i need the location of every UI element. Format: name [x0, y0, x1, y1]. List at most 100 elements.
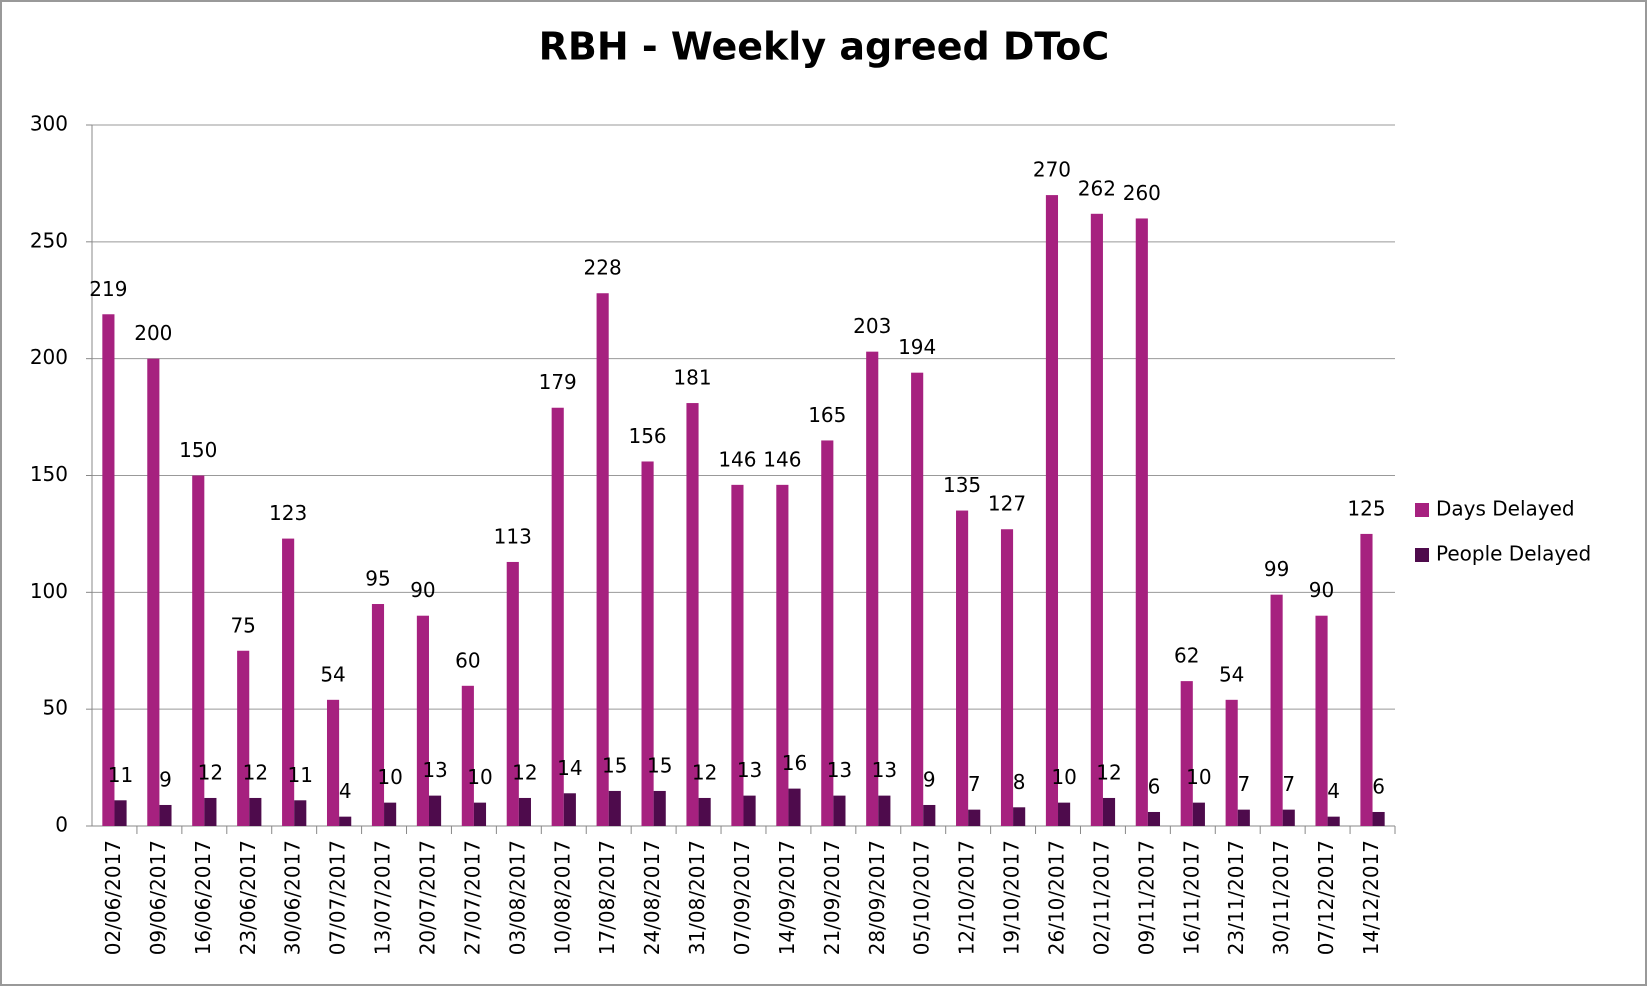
- bar: [473, 802, 487, 826]
- data-label: 10: [467, 765, 492, 789]
- data-label: 12: [198, 760, 223, 784]
- bar: [192, 475, 205, 826]
- bar: [371, 604, 385, 826]
- bar: [1000, 529, 1014, 826]
- data-label: 13: [737, 758, 762, 782]
- bar: [1360, 533, 1373, 826]
- bar: [596, 293, 609, 826]
- legend-swatch: [1415, 503, 1429, 517]
- x-tick-label: 05/10/2017: [910, 840, 934, 955]
- bar: [159, 804, 172, 826]
- bar: [102, 314, 115, 826]
- bar: [384, 802, 397, 826]
- x-tick-label: 21/09/2017: [820, 840, 844, 955]
- x-tick-label: 07/09/2017: [730, 840, 754, 955]
- x-tick-label: 27/07/2017: [460, 840, 484, 955]
- bar: [326, 699, 340, 826]
- bar: [923, 804, 936, 826]
- x-tick-label: 14/12/2017: [1359, 840, 1383, 955]
- data-label: 75: [230, 613, 255, 637]
- data-label: 8: [1013, 770, 1026, 794]
- data-label: 13: [872, 758, 897, 782]
- data-label: 127: [988, 492, 1026, 516]
- data-label: 7: [968, 772, 981, 796]
- y-tick-label: 300: [30, 112, 68, 136]
- x-tick-label: 28/09/2017: [865, 840, 889, 955]
- bar: [1090, 213, 1103, 826]
- data-label: 10: [1186, 765, 1211, 789]
- data-label: 13: [827, 758, 852, 782]
- bar: [506, 561, 519, 826]
- bar: [821, 440, 834, 826]
- bar: [788, 788, 801, 826]
- data-label: 12: [512, 760, 537, 784]
- y-tick-label: 100: [30, 579, 68, 603]
- data-label: 13: [422, 758, 447, 782]
- data-label: 9: [159, 767, 172, 791]
- data-label: 90: [410, 578, 435, 602]
- bar: [1058, 802, 1071, 826]
- bar: [866, 351, 879, 826]
- bar: [1282, 809, 1295, 826]
- x-tick-label: 14/09/2017: [775, 840, 799, 955]
- x-tick-label: 23/11/2017: [1224, 840, 1248, 955]
- data-label: 90: [1309, 578, 1334, 602]
- data-label: 260: [1123, 181, 1161, 205]
- data-label: 262: [1078, 176, 1116, 200]
- x-tick-label: 17/08/2017: [595, 840, 619, 955]
- x-tick-label: 26/10/2017: [1045, 840, 1069, 955]
- data-label: 228: [584, 256, 622, 280]
- data-label: 15: [647, 753, 672, 777]
- bar: [641, 461, 654, 826]
- data-label: 6: [1148, 774, 1161, 798]
- x-tick-label: 30/06/2017: [281, 840, 305, 955]
- data-label: 16: [782, 751, 807, 775]
- bar: [1013, 807, 1026, 826]
- data-label: 156: [628, 424, 666, 448]
- data-label: 125: [1347, 496, 1385, 520]
- bar: [551, 407, 564, 826]
- bar: [1327, 816, 1340, 826]
- bar: [1147, 811, 1161, 826]
- data-label: 4: [339, 779, 352, 803]
- data-label: 95: [365, 567, 390, 591]
- data-label: 9: [923, 767, 936, 791]
- data-label: 14: [557, 756, 582, 780]
- data-label: 165: [808, 403, 846, 427]
- data-label: 6: [1372, 774, 1385, 798]
- bar: [147, 358, 160, 826]
- bar: [1045, 195, 1059, 827]
- data-label: 15: [602, 753, 627, 777]
- x-tick-label: 30/11/2017: [1269, 840, 1293, 955]
- bar: [956, 510, 969, 826]
- x-tick-label: 19/10/2017: [1000, 840, 1024, 955]
- data-label: 54: [1219, 662, 1244, 686]
- bar: [1372, 811, 1385, 826]
- bar: [249, 797, 262, 826]
- data-label: 10: [1051, 765, 1076, 789]
- data-label: 54: [320, 662, 345, 686]
- x-tick-label: 31/08/2017: [685, 840, 709, 955]
- data-label: 123: [269, 501, 307, 525]
- data-label: 135: [943, 473, 981, 497]
- x-tick-label: 20/07/2017: [415, 840, 439, 955]
- bar: [1102, 797, 1116, 826]
- bar: [698, 797, 711, 826]
- bar: [1315, 615, 1328, 826]
- data-label: 219: [89, 277, 127, 301]
- data-label: 7: [1237, 772, 1250, 796]
- legend-label: People Delayed: [1436, 542, 1591, 566]
- bar: [1180, 681, 1193, 826]
- data-label: 150: [179, 438, 217, 462]
- bar: [1237, 809, 1250, 826]
- legend-swatch: [1415, 548, 1429, 562]
- bar: [114, 800, 127, 826]
- data-label: 7: [1282, 772, 1295, 796]
- y-tick-label: 150: [30, 462, 68, 486]
- data-label: 113: [494, 524, 532, 548]
- data-label: 99: [1264, 557, 1289, 581]
- bar: [608, 790, 621, 826]
- bar: [339, 816, 352, 826]
- bar: [878, 795, 891, 826]
